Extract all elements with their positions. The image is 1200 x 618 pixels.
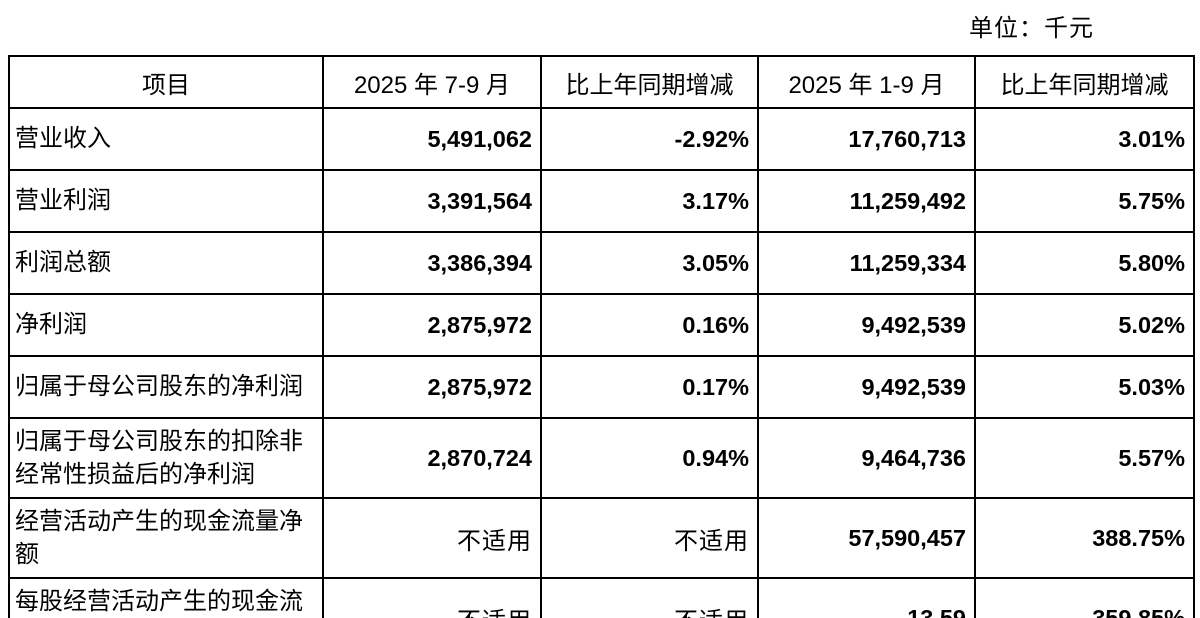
table-row: 归属于母公司股东的净利润 2,875,972 0.17% 9,492,539 5…	[8, 355, 1195, 419]
ytd-yoy-cell: 3.01%	[974, 107, 1195, 171]
q3-value-cell: 2,875,972	[322, 355, 542, 419]
ytd-value-cell: 13.59	[757, 577, 976, 618]
table-row: 净利润 2,875,972 0.16% 9,492,539 5.02%	[8, 293, 1195, 357]
column-header-ytd-period: 2025 年 1-9 月	[757, 55, 976, 109]
ytd-yoy-cell: 5.57%	[974, 417, 1195, 499]
q3-yoy-cell: 不适用	[540, 577, 759, 618]
table-row: 每股经营活动产生的现金流量净额（元/股） 不适用 不适用 13.59 359.8…	[8, 577, 1195, 618]
row-label: 净利润	[8, 293, 324, 357]
row-label: 每股经营活动产生的现金流量净额（元/股）	[8, 577, 324, 618]
column-header-q3-period: 2025 年 7-9 月	[322, 55, 542, 109]
header-row: 项目 2025 年 7-9 月 比上年同期增减 2025 年 1-9 月 比上年…	[8, 55, 1195, 109]
ytd-yoy-cell: 5.03%	[974, 355, 1195, 419]
table-row: 归属于母公司股东的扣除非经常性损益后的净利润 2,870,724 0.94% 9…	[8, 417, 1195, 499]
unit-label: 单位：千元	[969, 15, 1094, 42]
q3-yoy-cell: 3.17%	[540, 169, 759, 233]
table-row: 营业收入 5,491,062 -2.92% 17,760,713 3.01%	[8, 107, 1195, 171]
q3-value-cell: 5,491,062	[322, 107, 542, 171]
q3-value-cell: 2,870,724	[322, 417, 542, 499]
q3-yoy-cell: 不适用	[540, 497, 759, 579]
ytd-yoy-cell: 5.02%	[974, 293, 1195, 357]
ytd-yoy-cell: 388.75%	[974, 497, 1195, 579]
ytd-yoy-cell: 5.80%	[974, 231, 1195, 295]
ytd-value-cell: 9,464,736	[757, 417, 976, 499]
ytd-value-cell: 9,492,539	[757, 355, 976, 419]
q3-value-cell: 不适用	[322, 577, 542, 618]
q3-yoy-cell: 0.94%	[540, 417, 759, 499]
ytd-yoy-cell: 359.85%	[974, 577, 1195, 618]
ytd-value-cell: 9,492,539	[757, 293, 976, 357]
q3-value-cell: 3,391,564	[322, 169, 542, 233]
row-label: 利润总额	[8, 231, 324, 295]
row-label: 经营活动产生的现金流量净额	[8, 497, 324, 579]
column-header-q3-yoy: 比上年同期增减	[540, 55, 759, 109]
q3-value-cell: 3,386,394	[322, 231, 542, 295]
q3-yoy-cell: 0.16%	[540, 293, 759, 357]
financial-summary-table: 项目 2025 年 7-9 月 比上年同期增减 2025 年 1-9 月 比上年…	[8, 55, 1195, 618]
ytd-value-cell: 57,590,457	[757, 497, 976, 579]
column-header-item: 项目	[8, 55, 324, 109]
q3-yoy-cell: 3.05%	[540, 231, 759, 295]
column-header-ytd-yoy: 比上年同期增减	[974, 55, 1195, 109]
ytd-value-cell: 17,760,713	[757, 107, 976, 171]
table-row: 营业利润 3,391,564 3.17% 11,259,492 5.75%	[8, 169, 1195, 233]
ytd-value-cell: 11,259,334	[757, 231, 976, 295]
table-row: 经营活动产生的现金流量净额 不适用 不适用 57,590,457 388.75%	[8, 497, 1195, 579]
row-label: 归属于母公司股东的净利润	[8, 355, 324, 419]
table-row: 利润总额 3,386,394 3.05% 11,259,334 5.80%	[8, 231, 1195, 295]
row-label: 归属于母公司股东的扣除非经常性损益后的净利润	[8, 417, 324, 499]
ytd-yoy-cell: 5.75%	[974, 169, 1195, 233]
row-label: 营业利润	[8, 169, 324, 233]
row-label: 营业收入	[8, 107, 324, 171]
ytd-value-cell: 11,259,492	[757, 169, 976, 233]
table-header: 项目 2025 年 7-9 月 比上年同期增减 2025 年 1-9 月 比上年…	[8, 55, 1195, 109]
q3-value-cell: 不适用	[322, 497, 542, 579]
q3-yoy-cell: 0.17%	[540, 355, 759, 419]
q3-value-cell: 2,875,972	[322, 293, 542, 357]
table-body: 营业收入 5,491,062 -2.92% 17,760,713 3.01% 营…	[8, 107, 1195, 618]
q3-yoy-cell: -2.92%	[540, 107, 759, 171]
